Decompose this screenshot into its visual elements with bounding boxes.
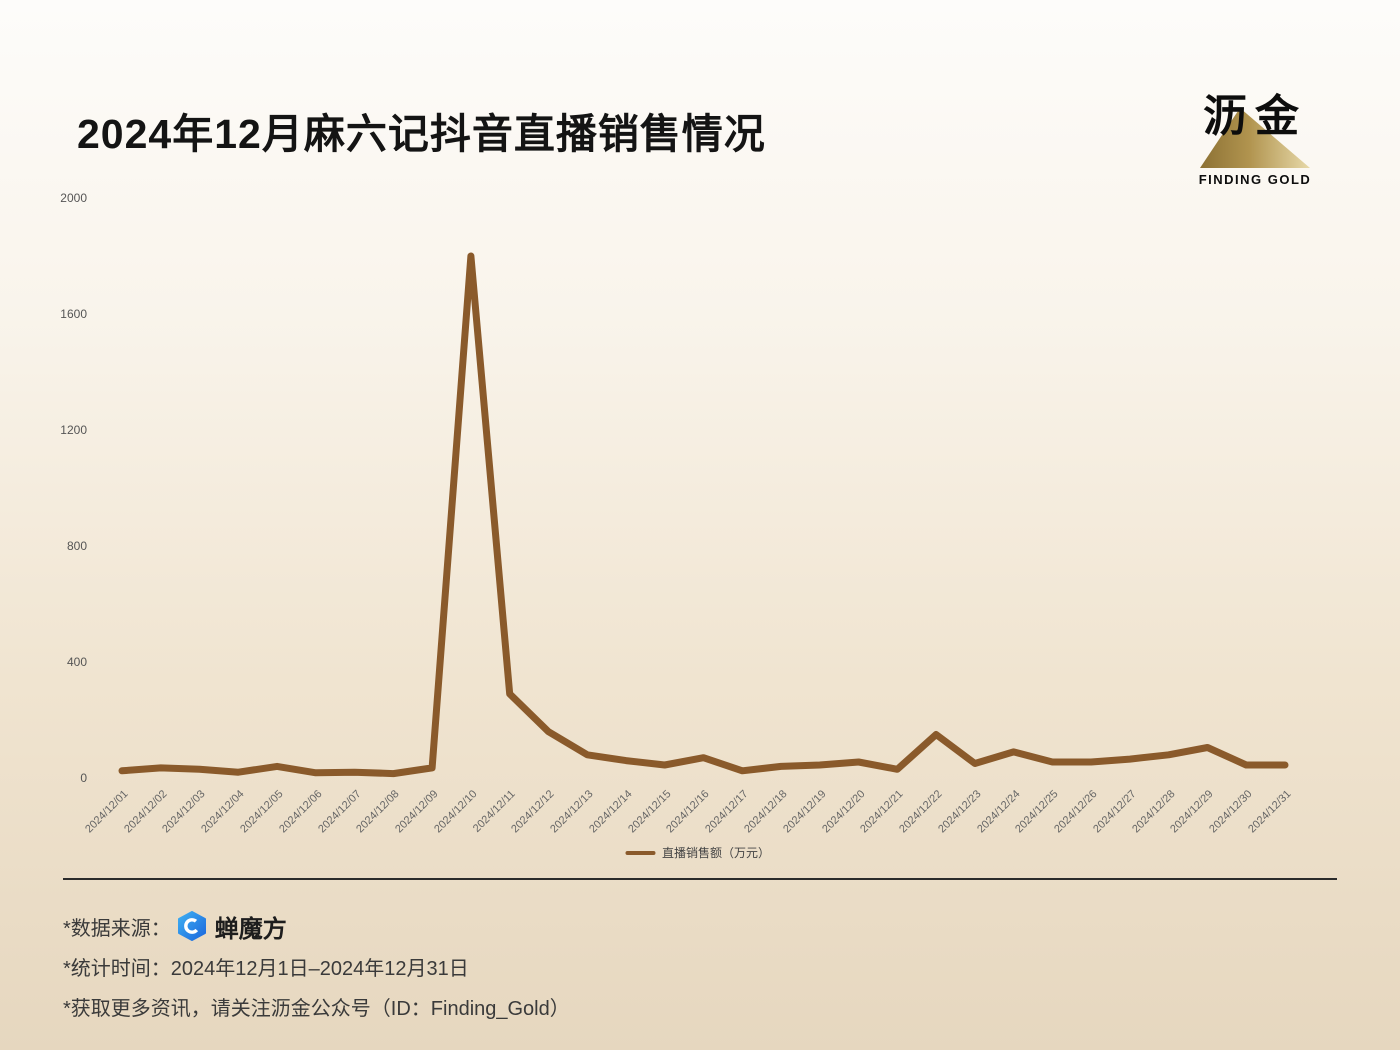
stat-period-row: *统计时间：2024年12月1日–2024年12月31日 xyxy=(63,946,570,986)
y-tick-label: 1600 xyxy=(60,307,87,321)
chart-line-svg xyxy=(118,252,1289,778)
y-tick-label: 0 xyxy=(80,771,87,785)
y-tick-label: 400 xyxy=(66,655,87,669)
footer: *数据来源： 蝉魔方 *统计时间：2024年12月1日–2024年12月31日 … xyxy=(63,906,570,1026)
y-tick-label: 1200 xyxy=(60,423,87,437)
more-info-text: *获取更多资讯，请关注沥金公众号（ID：Finding_Gold） xyxy=(63,997,570,1020)
finding-gold-logo: 沥金 FINDING GOLD xyxy=(1196,80,1314,190)
footer-divider xyxy=(63,878,1337,880)
stat-period-text: *统计时间：2024年12月1日–2024年12月31日 xyxy=(63,957,469,980)
legend-label: 直播销售额（万元） xyxy=(661,846,771,860)
brand-english-name: FINDING GOLD xyxy=(1198,172,1312,187)
chart: 0 400 800 1200 1600 2000 2024/12/01 2024/12/02… xyxy=(60,191,1300,860)
chart-legend: 直播销售额（万元） xyxy=(624,844,771,861)
legend-line-swatch xyxy=(624,850,655,855)
brand-chinese-name: 沥金 xyxy=(1203,92,1307,141)
data-source-name: 蝉魔方 xyxy=(214,915,287,943)
data-source-row: *数据来源： 蝉魔方 xyxy=(63,906,570,946)
y-tick-label: 800 xyxy=(66,539,87,553)
sales-line xyxy=(118,252,1289,778)
chanmofang-icon xyxy=(177,911,206,941)
y-tick-label: 2000 xyxy=(60,191,87,205)
data-source-label: *数据来源： xyxy=(63,917,171,940)
page-title: 2024年12月麻六记抖音直播销售情况 xyxy=(77,111,766,157)
more-info-row: *获取更多资讯，请关注沥金公众号（ID：Finding_Gold） xyxy=(63,986,570,1026)
gold-triangle-icon xyxy=(1200,108,1310,168)
